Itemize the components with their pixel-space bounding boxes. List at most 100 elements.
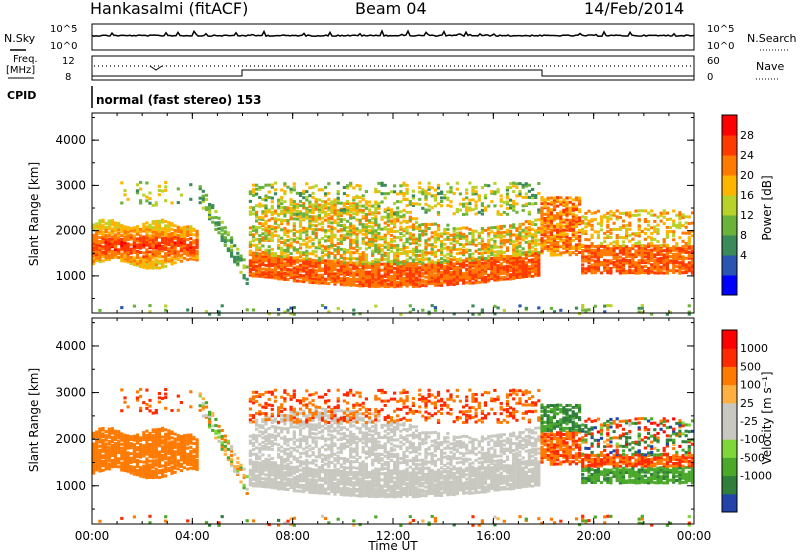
velocity-cell bbox=[101, 468, 105, 472]
power-cell bbox=[248, 270, 252, 273]
power-cell bbox=[531, 187, 535, 191]
power-cell bbox=[342, 256, 346, 260]
power-cell bbox=[433, 273, 437, 277]
power-cell bbox=[493, 278, 497, 282]
power-cell bbox=[233, 260, 237, 264]
power-cell bbox=[110, 235, 114, 239]
power-cell bbox=[581, 304, 585, 307]
power-cell bbox=[609, 249, 613, 253]
power-cell bbox=[493, 235, 497, 239]
power-cell bbox=[509, 229, 513, 233]
power-cell bbox=[317, 258, 321, 262]
power-cell bbox=[135, 262, 140, 265]
power-cell bbox=[126, 228, 130, 232]
velocity-cell bbox=[164, 396, 168, 400]
power-cell bbox=[364, 241, 368, 245]
power-cell bbox=[521, 275, 525, 279]
power-cell bbox=[565, 200, 569, 204]
power-cell bbox=[496, 235, 500, 239]
power-cell bbox=[612, 257, 616, 261]
power-cell bbox=[120, 226, 124, 230]
power-cell bbox=[286, 243, 290, 247]
power-cell bbox=[402, 183, 406, 187]
power-cell bbox=[455, 208, 459, 211]
power-cell bbox=[189, 231, 193, 235]
velocity-cell bbox=[148, 475, 152, 479]
power-cell bbox=[126, 256, 130, 260]
power-cell bbox=[650, 267, 654, 271]
power-cell bbox=[367, 261, 372, 265]
power-cell bbox=[164, 233, 168, 237]
power-cell bbox=[98, 308, 102, 312]
power-cell bbox=[189, 249, 193, 253]
power-cell bbox=[672, 259, 676, 263]
power-cell bbox=[330, 268, 334, 272]
power-cell bbox=[352, 261, 356, 265]
power-cell bbox=[590, 253, 594, 257]
power-cell bbox=[471, 242, 475, 246]
power-cell bbox=[408, 264, 412, 268]
power-cell bbox=[681, 261, 685, 265]
power-cell bbox=[396, 262, 400, 266]
power-cell bbox=[346, 265, 350, 269]
velocity-cell bbox=[101, 454, 105, 458]
power-cell bbox=[408, 250, 412, 253]
power-cell bbox=[637, 250, 641, 254]
power-cell bbox=[386, 215, 390, 219]
power-cell bbox=[117, 224, 121, 227]
power-cell bbox=[349, 208, 353, 212]
velocity-cell bbox=[173, 466, 177, 470]
power-cell bbox=[424, 257, 428, 261]
power-cell bbox=[302, 204, 306, 208]
power-cell bbox=[317, 240, 321, 244]
power-cell bbox=[280, 269, 284, 273]
power-cell bbox=[408, 274, 412, 278]
power-cell bbox=[349, 234, 353, 238]
power-cell bbox=[540, 224, 544, 228]
power-cell bbox=[248, 242, 252, 246]
power-cell bbox=[590, 251, 594, 255]
power-cell bbox=[236, 251, 240, 255]
velocity-cell bbox=[182, 441, 187, 445]
power-cell bbox=[634, 269, 638, 272]
power-cell bbox=[527, 231, 531, 235]
power-cell bbox=[559, 245, 563, 249]
power-cell bbox=[424, 271, 428, 275]
power-cell bbox=[521, 271, 525, 275]
power-cell bbox=[154, 219, 158, 223]
velocity-cell bbox=[217, 431, 221, 435]
power-cell bbox=[546, 214, 550, 218]
power-cell bbox=[389, 229, 394, 233]
power-cell bbox=[145, 195, 149, 199]
velocity-cell bbox=[230, 453, 234, 457]
velocity-cell bbox=[230, 459, 234, 463]
velocity-cell bbox=[123, 441, 127, 445]
power-cell bbox=[480, 263, 484, 267]
power-cell bbox=[399, 268, 403, 272]
power-cell bbox=[283, 241, 287, 245]
power-cell bbox=[424, 270, 428, 273]
power-cell bbox=[496, 250, 500, 254]
velocity-cell bbox=[170, 447, 174, 451]
power-cell bbox=[505, 249, 510, 252]
power-cell bbox=[123, 245, 127, 249]
power-cell bbox=[480, 239, 484, 243]
power-cell bbox=[157, 219, 161, 223]
power-cell bbox=[176, 239, 180, 243]
power-cell bbox=[537, 253, 541, 257]
velocity-cell bbox=[129, 446, 133, 450]
power-cell bbox=[643, 271, 647, 275]
power-cell bbox=[305, 212, 309, 216]
power-cell bbox=[625, 251, 629, 255]
velocity-cell bbox=[179, 454, 183, 458]
power-cell bbox=[408, 236, 412, 239]
power-cell bbox=[139, 180, 143, 184]
power-cell bbox=[662, 256, 666, 260]
power-cell bbox=[590, 211, 594, 215]
power-cell bbox=[643, 259, 647, 263]
power-cell bbox=[405, 229, 409, 233]
velocity-cell bbox=[104, 436, 108, 440]
velocity-cell bbox=[151, 438, 155, 442]
power-cell bbox=[302, 251, 306, 255]
power-cell bbox=[320, 248, 325, 252]
